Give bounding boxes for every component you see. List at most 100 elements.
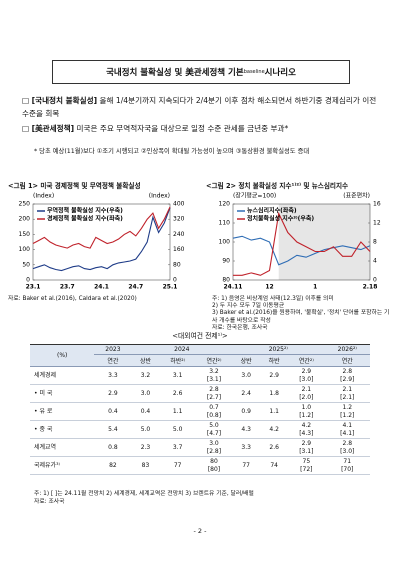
bullet-text: 미국은 주요 무역적자국을 대상으로 일정 수준 관세를 금년중 부과* bbox=[76, 124, 289, 133]
cell-value: 0.9 bbox=[241, 407, 251, 415]
y-tick-label: 100 bbox=[219, 239, 231, 246]
cell: 74 bbox=[260, 456, 289, 475]
y-tick-label: 250 bbox=[19, 201, 31, 208]
y2-tick-label: 12 bbox=[373, 220, 381, 227]
cell-value: 77 bbox=[242, 461, 250, 469]
y2-tick-label: 8 bbox=[373, 239, 377, 246]
header-cell: (%) bbox=[30, 344, 95, 367]
cell-prev: [3.0] bbox=[340, 447, 355, 455]
header-cell: 상반 bbox=[131, 354, 160, 367]
header-cell: 연간²⁾ bbox=[195, 354, 233, 367]
y2-tick-label: 80 bbox=[173, 261, 181, 268]
cell: 1.0 [1.2] bbox=[288, 402, 325, 421]
cell-prev: [70] bbox=[341, 465, 354, 473]
cell-value: 2.1 bbox=[301, 385, 312, 393]
cell: 0.4 bbox=[131, 402, 160, 421]
x-tick-label: 2.18 bbox=[363, 284, 378, 291]
page-number: - 2 - bbox=[193, 527, 207, 535]
y-axis-label: (Index) bbox=[33, 193, 54, 200]
cell-value: 5.0 bbox=[140, 425, 151, 433]
cell: 2.9 bbox=[94, 384, 132, 403]
cell-value: 0.7 bbox=[209, 403, 219, 411]
note: * 당초 예상(11월)보다 ①조기 시행되고 ②인상폭이 확대될 가능성이 높… bbox=[34, 148, 310, 155]
y-tick-label: 50 bbox=[22, 261, 30, 268]
header-cell: 연간²⁾ bbox=[288, 354, 325, 367]
title: 국내정치 불확실성 및 美관세정책 기본 bbox=[106, 68, 244, 78]
cell-value: 2.8 bbox=[342, 439, 353, 447]
table-title: <대외여건 전제¹⁾> bbox=[172, 332, 228, 340]
note-line: 주: 1) 음영은 비상계엄 사태(12.3일) 이후를 의미 bbox=[212, 296, 334, 302]
table-row: • 중 국 5.4 5.0 5.0 5.0 [4.7] 4.3 4.2 4.2 [4.3] 4.1[… bbox=[30, 420, 370, 439]
cell-value: 74 bbox=[270, 461, 278, 469]
cell: 83 bbox=[131, 456, 160, 475]
header-cell: 상반 bbox=[232, 354, 261, 367]
cell-value: 80 bbox=[210, 457, 218, 465]
note-line: 자료: 한국은행, 조사국 bbox=[212, 324, 268, 331]
shade bbox=[278, 204, 370, 280]
note-line: 자료: 조사국 bbox=[34, 499, 65, 505]
cell-prev: [1.2] bbox=[299, 411, 314, 419]
bullet: □ [국내정치 불확실성] 올해 1/4분기까지 지속되다가 2/4분기 이후 … bbox=[22, 94, 382, 120]
cell-value: 1.2 bbox=[342, 403, 353, 411]
y-tick-label: 90 bbox=[222, 258, 230, 265]
cell-value: 2.3 bbox=[140, 443, 151, 451]
cell-prev: [4.7] bbox=[206, 429, 222, 437]
header-cell: 하반 bbox=[260, 354, 289, 367]
cell: 3.2 [3.1] bbox=[195, 366, 233, 385]
header-cell: 연간 bbox=[324, 354, 370, 367]
cell-value: 3.1 bbox=[172, 371, 183, 379]
cell-value: 2.9 bbox=[301, 367, 312, 375]
cell-prev: [4.1] bbox=[340, 429, 355, 437]
x-tick-label: 24.7 bbox=[128, 284, 143, 291]
cell: 1.2 [1.2] bbox=[324, 402, 370, 421]
y2-tick-label: 320 bbox=[173, 216, 185, 223]
y-tick-label: 120 bbox=[219, 201, 231, 208]
note-line: 3) Baker et al.(2016)을 원용하여, '불확실', '정치'… bbox=[212, 310, 390, 324]
table-row: • 미 국 2.9 3.0 2.6 2.8 [2.7] 2.4 1.8 2.1 [2.0] 2.1[… bbox=[30, 384, 370, 403]
cell: 3.7 bbox=[159, 438, 196, 457]
y-tick-label: 80 bbox=[222, 277, 230, 284]
cell-value: 0.4 bbox=[140, 407, 151, 415]
cell-value: 2.1 bbox=[342, 385, 353, 393]
cell-prev: [0.8] bbox=[206, 411, 222, 419]
row-label: • 유 로 bbox=[30, 402, 95, 421]
cell-value: 75 bbox=[302, 457, 311, 465]
cell-prev: [2.0] bbox=[299, 393, 314, 401]
cell: 0.7 [0.8] bbox=[195, 402, 233, 421]
cell: 82 bbox=[94, 456, 132, 475]
figure-title: <그림 2> 정치 불확실성 지수¹⁾²⁾ 및 뉴스심리지수 bbox=[206, 182, 349, 190]
cell: 4.3 bbox=[232, 420, 261, 439]
cell-prev: [2.7] bbox=[206, 393, 222, 401]
cell-value: 3.0 bbox=[209, 439, 219, 447]
cell-value: 3.3 bbox=[108, 371, 118, 379]
cell-value: 4.3 bbox=[241, 425, 251, 433]
cell-prev: [3.0] bbox=[299, 375, 314, 383]
bullet-text: 올해 1/4분기까지 지속되다가 2/4분기 이후 점차 해소되면서 하반기중 … bbox=[22, 96, 377, 118]
table-row: • 유 로 0.4 0.4 1.1 0.7 [0.8] 0.9 1.1 1.0 [1.2] 1.2[… bbox=[30, 402, 370, 421]
y2-tick-label: 16 bbox=[373, 201, 381, 208]
cell-prev: [3.1] bbox=[299, 447, 314, 455]
header-cell: 2023 bbox=[94, 344, 132, 355]
cell: 77 bbox=[159, 456, 196, 475]
x-tick-label: 1 bbox=[313, 284, 317, 291]
cell: 1.1 bbox=[260, 402, 289, 421]
cell: 5.4 bbox=[94, 420, 132, 439]
cell-value: 0.4 bbox=[108, 407, 118, 415]
y2-tick-label: 4 bbox=[373, 258, 377, 265]
header-box: 국내정치 불확실성 및 美관세정책 기본 baseline 시나리오 bbox=[52, 60, 350, 84]
cell: 2.1 [2.1] bbox=[324, 384, 370, 403]
series-line bbox=[233, 211, 371, 276]
cell-value: 2.9 bbox=[108, 389, 118, 397]
cell-value: 2.6 bbox=[172, 389, 183, 397]
cell: 75 [72] bbox=[288, 456, 325, 475]
cell-value: 2.8 bbox=[342, 367, 353, 375]
cell: 0.8 bbox=[94, 438, 132, 457]
cell-value: 83 bbox=[141, 461, 150, 469]
cell-value: 2.9 bbox=[301, 439, 312, 447]
y-tick-label: 150 bbox=[19, 231, 31, 238]
row-label: • 미 국 bbox=[30, 384, 95, 403]
cell: 71 [70] bbox=[324, 456, 370, 475]
y-tick-label: 100 bbox=[19, 246, 31, 253]
cell: 3.0 bbox=[232, 366, 261, 385]
